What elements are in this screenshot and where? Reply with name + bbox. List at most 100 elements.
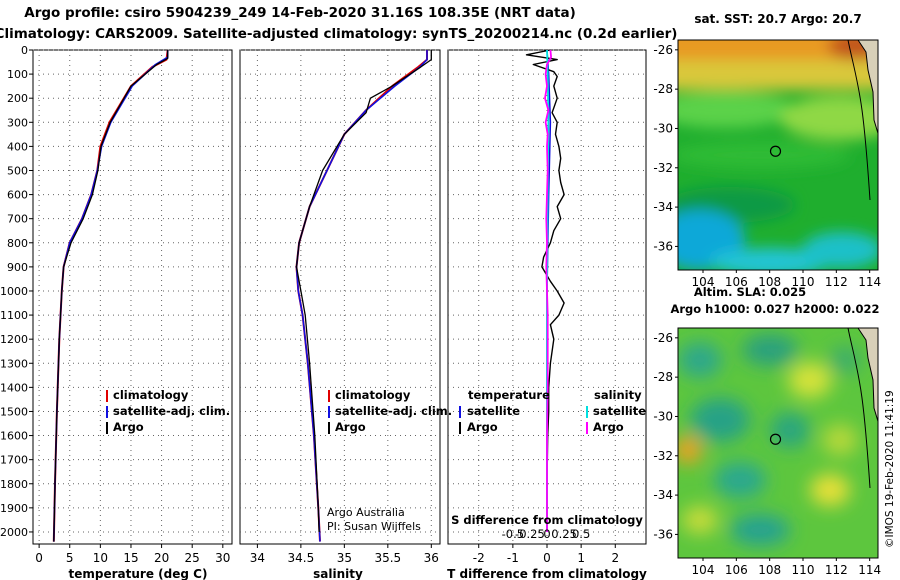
sst-field [678,40,878,270]
y-tick-label: 500 [7,164,28,177]
legend-salinity-title: salinity [594,388,642,402]
s-tick-label: 0 [543,527,550,541]
y-tick-label: 0 [21,44,28,57]
difference-panel: -2 -1 0 1 2 -0.5-0.250 0.250.5 S difference f… [447,49,647,580]
lat-tick-label: -28 [653,82,673,96]
lat-tick-label: -36 [653,527,673,541]
lat-tick-label: -26 [653,331,673,345]
legend-satellite-adj: satellite-adj. clim. [113,404,230,418]
y-tick-label: 1100 [0,309,28,322]
legend-t-argo: Argo [467,420,498,434]
lon-tick-label: 112 [825,563,848,577]
lat-tick-label: -26 [653,43,673,57]
lat-tick-label: -30 [653,409,673,423]
lon-tick-label: 110 [792,563,815,577]
lon-tick-label: 110 [792,275,815,289]
s-tick-label: 0.25 [551,527,577,541]
y-tick-label: 200 [7,92,28,105]
legend-satellite-adj: satellite-adj. clim. [335,404,452,418]
legend-temperature-title: temperature [468,388,550,402]
y-tick-label: 1900 [0,502,28,515]
sla-coast-contour [847,328,871,489]
y-tick-label: 1400 [0,381,28,394]
temperature-x-ticks: 0 5 10 15 20 25 30 [35,544,230,565]
x-tick-label: 34 [250,551,265,565]
credit-line-1: Argo Australia [327,506,405,519]
y-tick-label: 300 [7,116,28,129]
salinity-legend: climatology satellite-adj. clim. Argo [328,388,452,434]
s-tick-label: -0.25 [515,527,545,541]
lat-tick-label: -34 [653,200,673,214]
title-line-2: Climatology: CARS2009. Satellite-adjuste… [0,26,677,42]
y-tick-label: 1200 [0,333,28,346]
y-tick-label: 1500 [0,405,28,418]
lon-tick-label: 108 [758,275,781,289]
y-tick-label: 600 [7,189,28,202]
x-tick-label: 0 [543,551,551,565]
y-tick-label: 1000 [0,285,28,298]
legend-argo: Argo [113,420,144,434]
x-tick-label: 15 [123,551,138,565]
sla-map-title-2: Argo h1000: 0.027 h2000: 0.022 [670,302,879,316]
temperature-legend: climatology satellite-adj. clim. Argo [106,388,230,434]
sst-coastline [857,40,878,136]
sla-map-panel: Altim. SLA: 0.025 Argo h1000: 0.027 h200… [653,285,881,577]
credit-line-2: PI: Susan Wijffels [327,520,421,533]
x-tick-label: 10 [93,551,108,565]
x-tick-label: 36 [424,551,439,565]
y-tick-label: 700 [7,213,28,226]
sla-map-title-1: Altim. SLA: 0.025 [694,285,806,299]
lon-tick-label: 114 [858,563,881,577]
difference-legend: temperature salinity satellite Argo sate… [459,388,646,434]
series-line-t-argo [525,49,565,532]
lon-tick-label: 104 [692,563,715,577]
sst-coast-contour [847,40,871,201]
sla-map-frame [677,327,879,559]
sla-map-ticks: 104 106 108 110 112 114 -26 -28 -30 -32 -34 -36 [653,331,881,577]
x-tick-label: -2 [473,551,485,565]
x-tick-label: 5 [66,551,74,565]
temperature-plot-frame [32,49,233,545]
lon-tick-label: 104 [692,275,715,289]
series-line-argo [53,50,169,542]
lon-tick-label: 106 [725,563,748,577]
legend-climatology: climatology [113,388,189,402]
lon-tick-label: 112 [825,275,848,289]
y-tick-label: 2000 [0,526,28,539]
salinity-plot-frame [239,49,441,545]
lon-tick-label: 114 [858,275,881,289]
lat-tick-label: -30 [653,121,673,135]
legend-s-argo: Argo [593,420,624,434]
t-difference-x-label: T difference from climatology [447,567,647,580]
difference-x-ticks: -2 -1 0 1 2 [473,544,619,565]
x-tick-label: 35 [337,551,352,565]
lat-tick-label: -34 [653,488,673,502]
salinity-panel: 34 34.5 35 35.5 36 salinity climatology sate… [239,49,452,580]
sst-float-marker [769,145,782,157]
legend-climatology: climatology [335,388,411,402]
s-tick-label: 0.5 [572,527,590,541]
series-line-s-argo [544,49,552,532]
sst-map-ticks: 104 106 108 110 112 114 -26 -28 -30 -32 -34 -36 [653,43,881,289]
temperature-x-label: temperature (deg C) [69,567,208,580]
salinity-series [295,50,432,542]
series-line-argo [295,50,432,533]
lon-tick-label: 106 [725,275,748,289]
x-tick-label: 1 [577,551,585,565]
legend-argo: Argo [335,420,366,434]
temperature-series [52,49,169,542]
s-difference-label: S difference from climatology [451,513,643,527]
s-tick-label: -0.5 [502,527,524,541]
y-tick-label: 800 [7,237,28,250]
y-tick-label: 900 [7,261,28,274]
x-tick-label: 0 [35,551,43,565]
sst-map-frame [677,39,879,271]
y-tick-label: 400 [7,140,28,153]
lat-tick-label: -32 [653,161,673,175]
watermark: ©IMOS 19-Feb-2020 11:41:19 [884,390,896,548]
salinity-x-label: salinity [313,567,363,580]
legend-s-satellite: satellite [593,404,646,418]
x-tick-label: -1 [507,551,519,565]
difference-series [525,49,565,532]
